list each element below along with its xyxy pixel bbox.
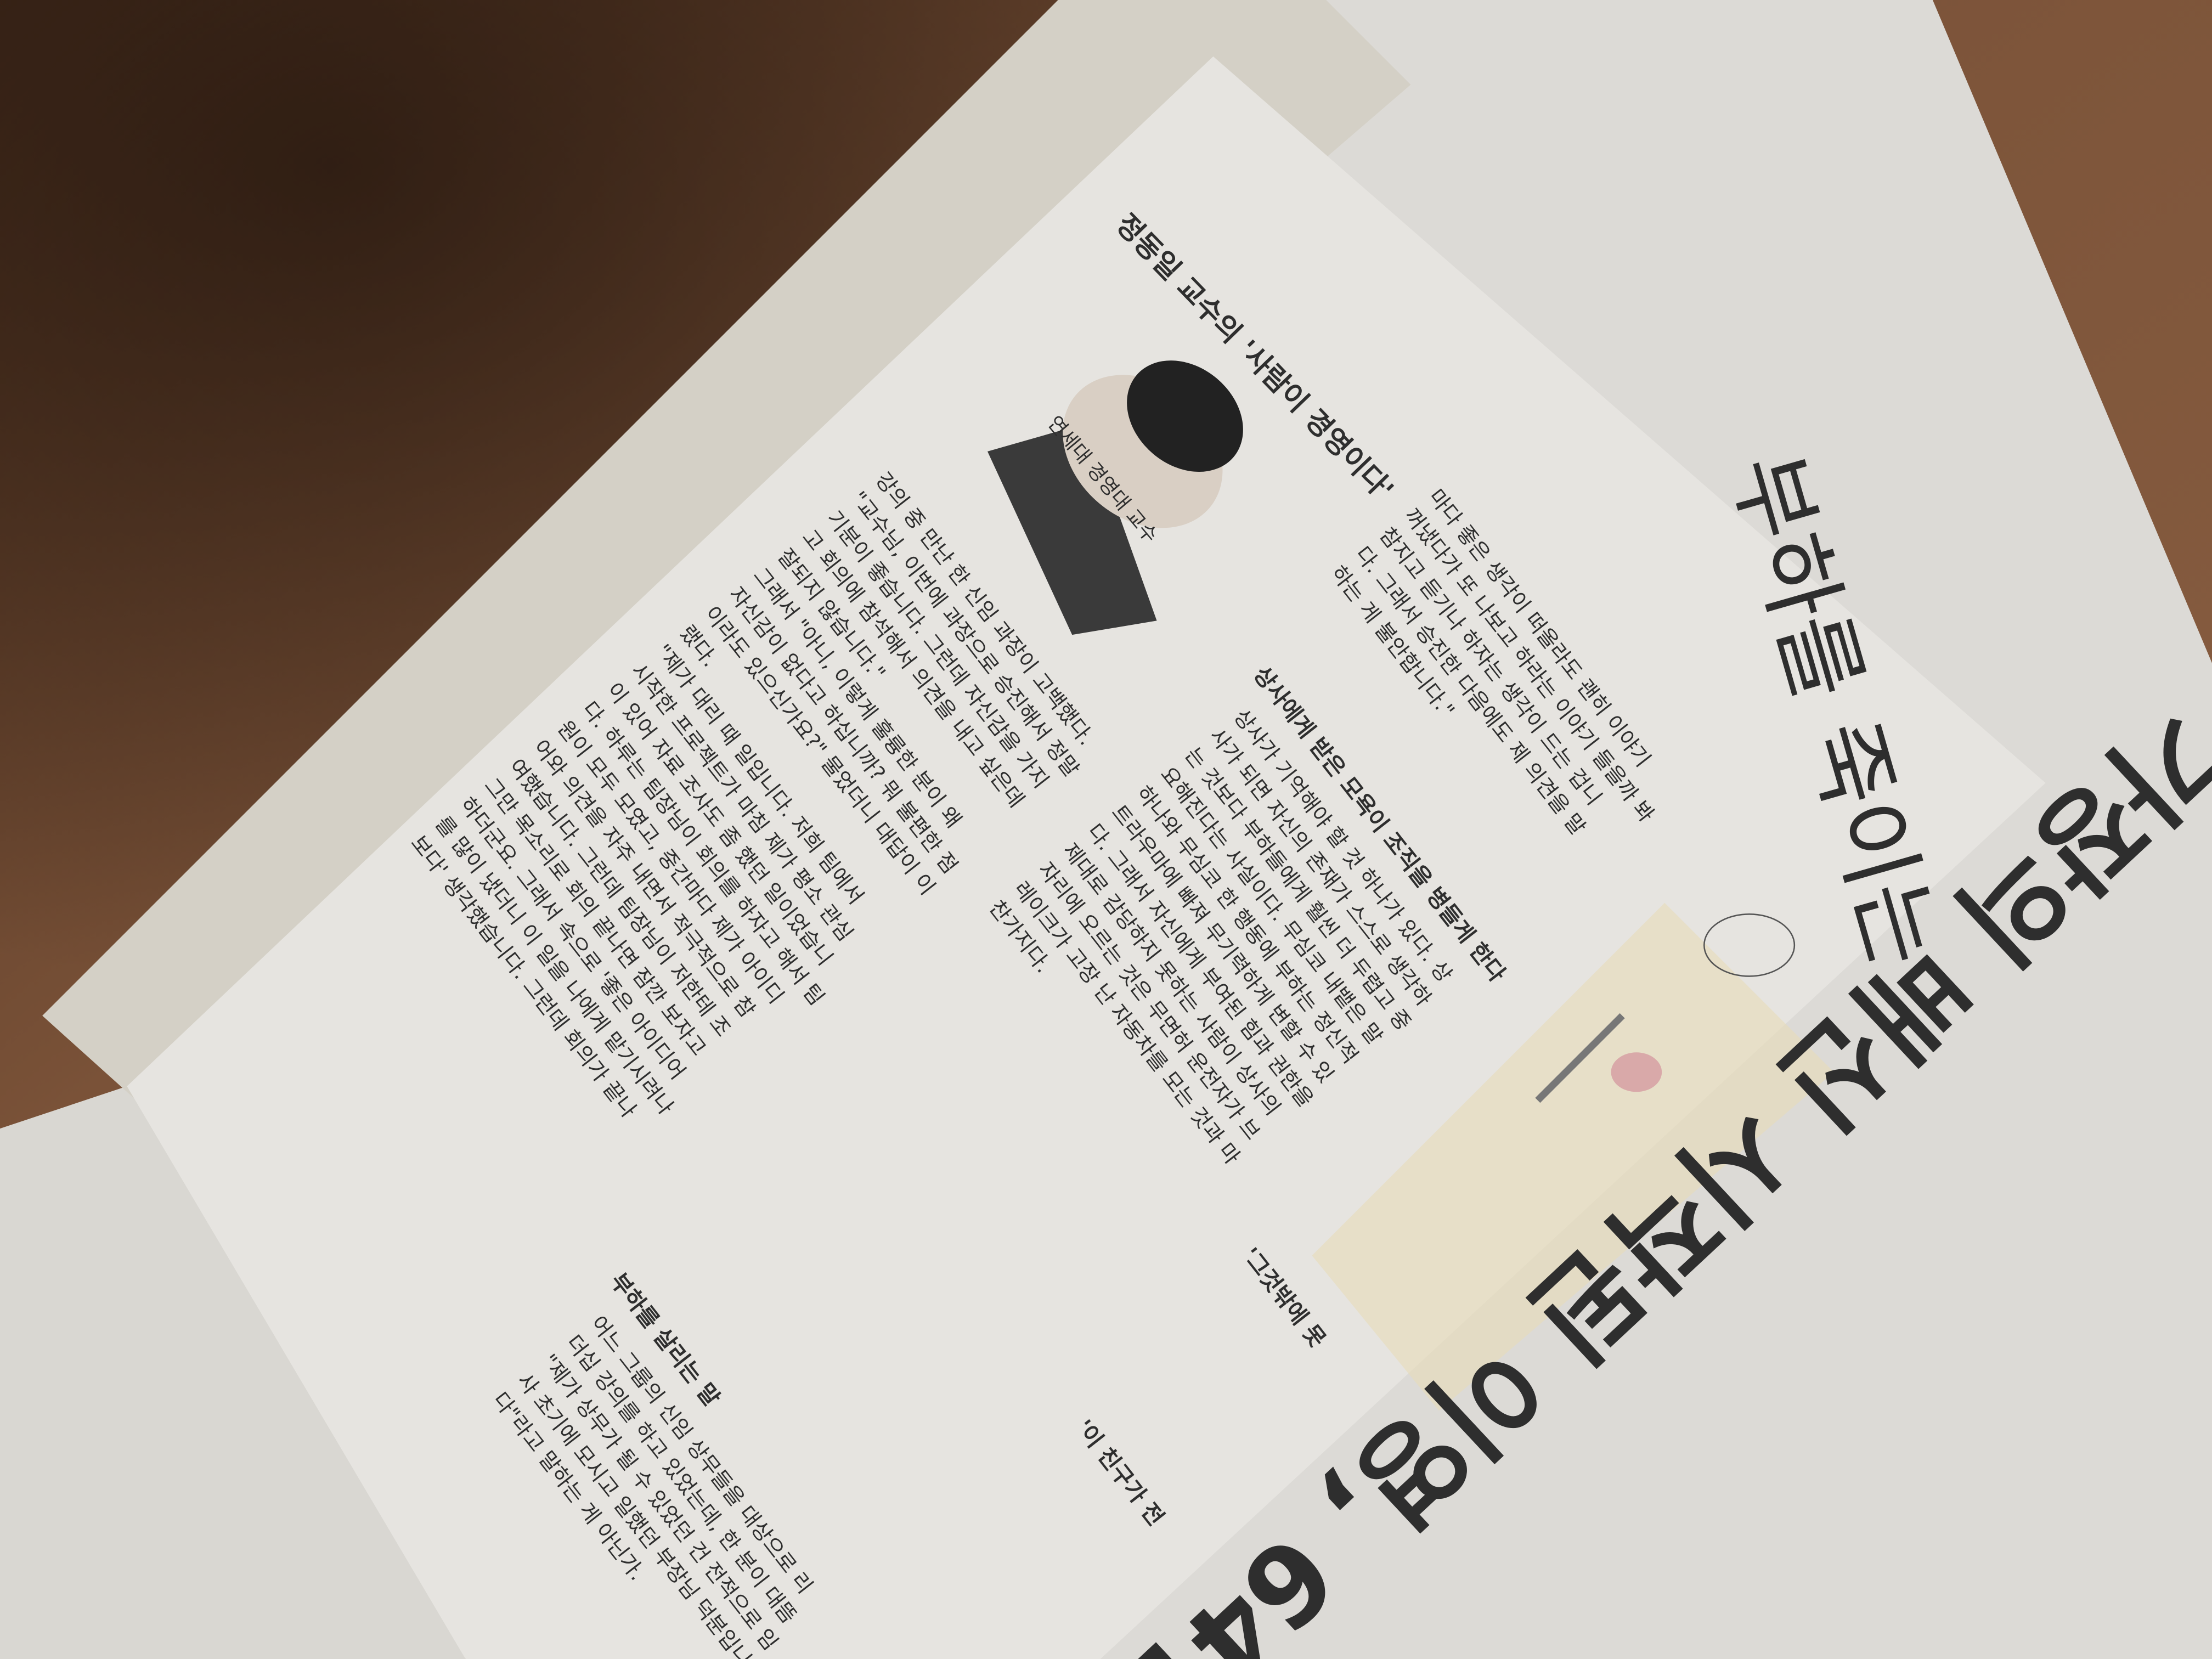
bat [1535, 1013, 1625, 1103]
yellow-stain [1312, 902, 1834, 1411]
left-paper [0, 1072, 466, 1659]
hair [1127, 360, 1243, 472]
speech-bubble [1703, 913, 1796, 977]
article-paper [127, 56, 2046, 1659]
portrait [988, 360, 1243, 635]
figure-head [1611, 1052, 1662, 1092]
suit [988, 423, 1157, 635]
cartoon [1535, 913, 1796, 1103]
